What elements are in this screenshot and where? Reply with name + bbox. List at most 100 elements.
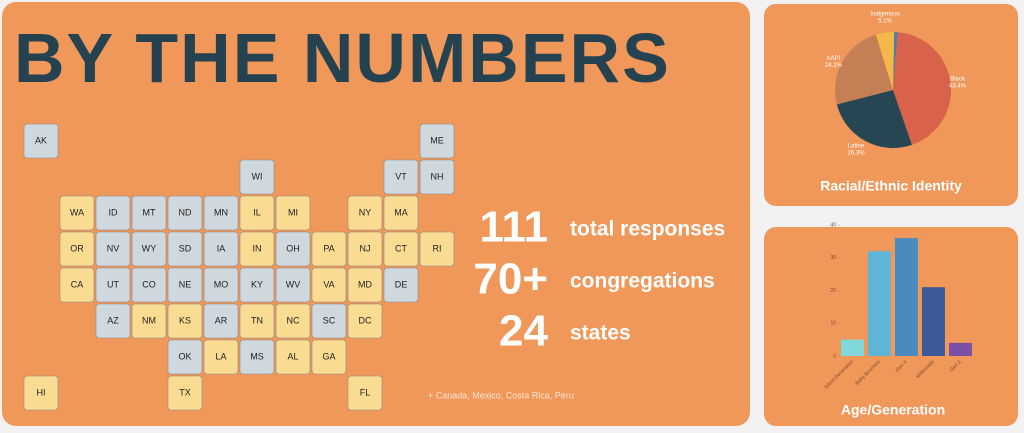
bar-panel bbox=[764, 227, 1018, 426]
stat-label: states bbox=[570, 322, 631, 345]
pie-slice bbox=[875, 32, 895, 90]
state bbox=[347, 195, 383, 231]
state-label: NC bbox=[287, 315, 300, 325]
y-tick-label: 30 bbox=[830, 255, 836, 261]
state-label: VT bbox=[395, 171, 407, 181]
state bbox=[311, 303, 347, 339]
state bbox=[275, 231, 311, 267]
state-label: SD bbox=[179, 243, 192, 253]
pie-slice bbox=[893, 32, 898, 90]
y-tick-label: 20 bbox=[830, 288, 836, 294]
state-label: LA bbox=[215, 351, 226, 361]
stat-value: 70+ bbox=[473, 255, 548, 304]
stats: 111 total responses 70+ congregations 24 stat… bbox=[473, 203, 725, 356]
state-label: NE bbox=[179, 279, 192, 289]
bar bbox=[841, 339, 864, 356]
chart-title: Racial/Ethnic Identity bbox=[820, 178, 962, 194]
state-label: SC bbox=[323, 315, 336, 325]
state bbox=[239, 339, 275, 375]
state bbox=[383, 159, 419, 195]
state-label: IL bbox=[253, 207, 261, 217]
slice-label: Indigenous bbox=[870, 11, 899, 17]
state-label: PA bbox=[323, 243, 334, 253]
state bbox=[95, 303, 131, 339]
state bbox=[347, 303, 383, 339]
state-label: NY bbox=[359, 207, 372, 217]
state-label: IA bbox=[217, 243, 226, 253]
state bbox=[419, 123, 455, 159]
us-map: AK ME WI VT NH WA ID MT ND MN IL MI NY MA OR NV WY SD IA IN… bbox=[23, 123, 455, 411]
state-label: HI bbox=[37, 387, 46, 397]
state bbox=[239, 159, 275, 195]
state-label: ME bbox=[430, 135, 444, 145]
bar bbox=[895, 238, 918, 356]
state bbox=[203, 303, 239, 339]
state-label: DC bbox=[359, 315, 372, 325]
state bbox=[131, 303, 167, 339]
state bbox=[131, 231, 167, 267]
state-label: NM bbox=[142, 315, 156, 325]
state-label: TX bbox=[179, 387, 191, 397]
state-label: AL bbox=[287, 351, 298, 361]
slice-value: 43.4% bbox=[949, 84, 967, 90]
slice-label: Latine bbox=[848, 144, 865, 150]
state-label: ND bbox=[179, 207, 192, 217]
state-label: ID bbox=[109, 207, 119, 217]
state-label: AZ bbox=[107, 315, 119, 325]
state-label: IN bbox=[253, 243, 262, 253]
y-tick-label: 0 bbox=[833, 353, 836, 359]
state bbox=[167, 195, 203, 231]
state-label: FL bbox=[360, 387, 371, 397]
state-label: MD bbox=[358, 279, 372, 289]
chart-title: Age/Generation bbox=[841, 402, 945, 418]
state-label: AR bbox=[215, 315, 228, 325]
state-label: MI bbox=[288, 207, 298, 217]
state-label: NJ bbox=[360, 243, 371, 253]
state-label: CO bbox=[142, 279, 156, 289]
state bbox=[419, 231, 455, 267]
state bbox=[59, 267, 95, 303]
state bbox=[167, 231, 203, 267]
state-label: NH bbox=[431, 171, 444, 181]
state bbox=[239, 303, 275, 339]
state bbox=[203, 231, 239, 267]
state-label: MS bbox=[250, 351, 264, 361]
state-label: DE bbox=[395, 279, 408, 289]
stat-value: 111 bbox=[479, 203, 548, 252]
slice-label: Black bbox=[950, 77, 966, 83]
page-title: BY THE NUMBERS bbox=[14, 19, 671, 97]
pie-slice bbox=[834, 34, 893, 105]
state bbox=[239, 231, 275, 267]
slice-label: AAPI bbox=[827, 56, 841, 62]
state bbox=[275, 339, 311, 375]
state bbox=[23, 375, 59, 411]
state bbox=[167, 267, 203, 303]
y-tick-label: 10 bbox=[830, 321, 836, 327]
state-label: WI bbox=[252, 171, 263, 181]
state bbox=[347, 267, 383, 303]
state bbox=[95, 231, 131, 267]
state-label: NV bbox=[107, 243, 120, 253]
state bbox=[383, 231, 419, 267]
state bbox=[23, 123, 59, 159]
footnote: + Canada, Mexico, Costa Rica, Peru bbox=[428, 390, 574, 400]
state-label: MO bbox=[214, 279, 229, 289]
state-label: RI bbox=[433, 243, 442, 253]
state bbox=[203, 339, 239, 375]
state bbox=[383, 195, 419, 231]
state bbox=[131, 195, 167, 231]
state bbox=[95, 267, 131, 303]
state bbox=[347, 375, 383, 411]
state-label: VA bbox=[323, 279, 334, 289]
bar bbox=[868, 251, 891, 356]
state bbox=[239, 267, 275, 303]
pie-slice bbox=[893, 32, 951, 145]
state-label: GA bbox=[322, 351, 335, 361]
state-label: CT bbox=[395, 243, 407, 253]
state bbox=[347, 231, 383, 267]
state-label: TN bbox=[251, 315, 263, 325]
bar bbox=[949, 342, 972, 356]
y-tick-label: 40 bbox=[830, 222, 836, 228]
state bbox=[311, 339, 347, 375]
